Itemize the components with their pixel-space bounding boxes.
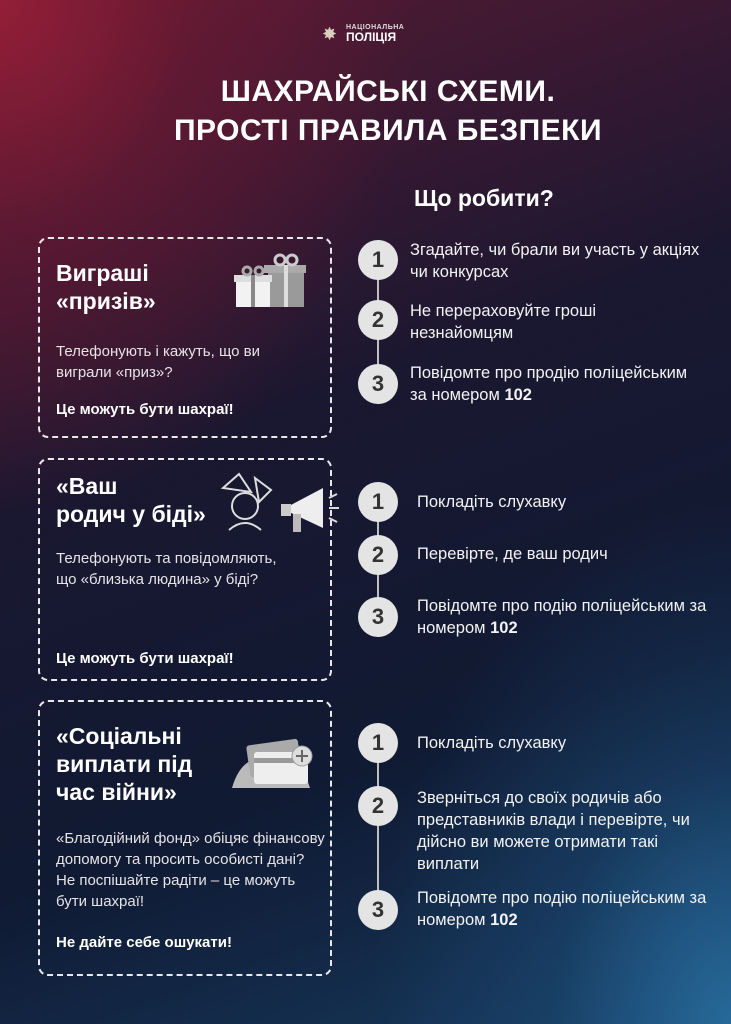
step-text: Зверніться до своїх родичів або представ… (417, 789, 690, 873)
title-line2: ПРОСТІ ПРАВИЛА БЕЗПЕКИ (173, 114, 603, 147)
card-warning: Не дайте себе ошукати! (56, 934, 232, 951)
step-text: Повідомте про продію поліцейським за ном… (410, 364, 688, 404)
card-title: «Соціальні виплати під час війни» (56, 723, 193, 805)
card-warning: Це можуть бути шахраї! (56, 650, 234, 667)
steps-connector (377, 743, 379, 910)
title-line1: ШАХРАЙСЬКІ СХЕМИ. (220, 75, 556, 108)
step-number: 1 (358, 482, 398, 522)
police-star-icon: ✸ (322, 23, 338, 44)
step-text: Повідомте про подію поліцейським за номе… (417, 889, 707, 929)
card-title: «Ваш родич у біді» (56, 473, 206, 527)
step-number: 1 (358, 240, 398, 280)
card-title: Виграші «призів» (56, 260, 156, 314)
step-text: Згадайте, чи брали ви участь у акціях чи… (410, 241, 700, 281)
step-number: 3 (358, 364, 398, 404)
scheme-card-prizes: Виграші «призів» Телефонують і кажуть, що… (38, 237, 332, 438)
page-title: ШАХРАЙСЬКІ СХЕМИ. ПРОСТІ ПРАВИЛА БЕЗПЕКИ (0, 72, 731, 150)
step-number: 3 (358, 890, 398, 930)
card-description: Телефонують та повідомляють, що «близька… (56, 550, 277, 588)
step-text: Покладіть слухавку (417, 493, 567, 511)
step-text: Покладіть слухавку (417, 734, 567, 752)
police-logo: ✸ НАЦІОНАЛЬНА ПОЛІЦІЯ (322, 24, 404, 43)
step-number: 3 (358, 597, 398, 637)
scheme-card-relative: «Ваш родич у біді» Телефонують та повідом… (38, 458, 339, 681)
logo-line1: НАЦІОНАЛЬНА (346, 24, 405, 31)
step-text: Не перераховуйте гроші незнайомцям (410, 302, 597, 342)
step-number: 1 (358, 723, 398, 763)
card-warning: Це можуть бути шахраї! (56, 401, 234, 418)
step-number: 2 (358, 786, 398, 826)
step-text: Повідомте про подію поліцейським за номе… (417, 597, 707, 637)
gift-icon (232, 253, 312, 316)
worried-person-megaphone-icon (215, 468, 365, 543)
card-description: «Благодійний фонд» обіцяє фінансову допо… (56, 830, 325, 910)
logo-line2: ПОЛІЦІЯ (346, 30, 397, 44)
step-number: 2 (358, 300, 398, 340)
payment-card-icon (230, 738, 320, 799)
scheme-card-social-payments: «Соціальні виплати під час війни» «Благоді… (38, 700, 332, 976)
step-number: 2 (358, 535, 398, 575)
card-description: Телефонують і кажуть, що ви виграли «при… (56, 343, 260, 381)
what-to-do-heading: Що робити? (414, 185, 554, 211)
step-text: Перевірте, де ваш родич (417, 545, 608, 563)
